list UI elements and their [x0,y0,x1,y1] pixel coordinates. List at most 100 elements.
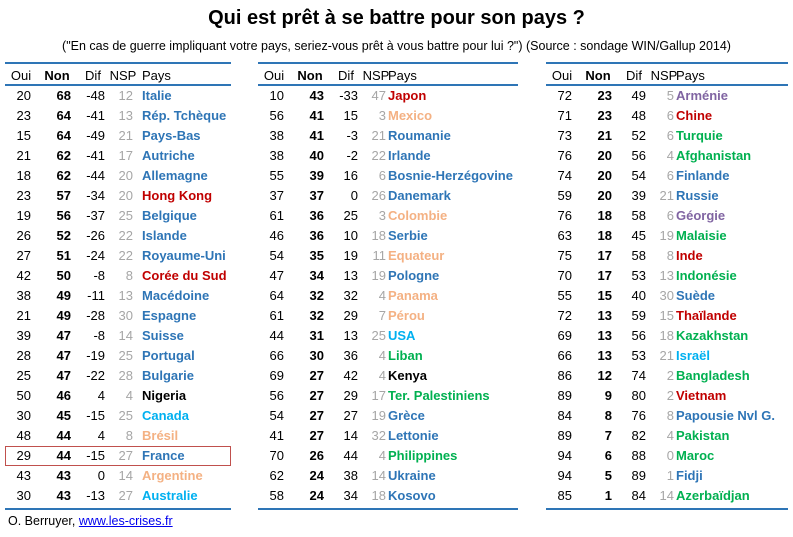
cell-non: 8 [604,408,612,423]
cell-oui: 29 [16,448,31,463]
cell-non: 64 [56,108,71,123]
cell-oui: 70 [269,448,284,463]
cell-nsp: 5 [666,88,674,103]
table-row: 72 23 49 5 Arménie [546,86,788,106]
cell-dif: 53 [631,348,646,363]
table-row: 27 51 -24 22 Royaume-Uni [5,246,231,266]
cell-pays: Géorgie [676,208,726,223]
table-row: 15 64 -49 21 Pays-Bas [5,126,231,146]
table-row: 66 30 36 4 Liban [258,346,518,366]
cell-oui: 20 [16,88,31,103]
cell-pays: Ter. Palestiniens [388,388,490,403]
table-body: 72 23 49 5 Arménie 71 23 48 6 Chine 73 21 52 6 Turquie… [546,86,788,506]
header-non: Non [585,68,611,83]
cell-oui: 69 [269,368,284,383]
cell-oui: 94 [557,448,572,463]
cell-pays: Allemagne [142,168,208,183]
cell-nsp: 13 [118,288,133,303]
cell-pays: Fidji [676,468,703,483]
footer-link[interactable]: www.les-crises.fr [78,514,173,528]
table-row: 28 47 -19 25 Portugal [5,346,231,366]
cell-dif: 49 [631,88,646,103]
cell-oui: 46 [269,228,284,243]
cell-oui: 44 [269,328,284,343]
cell-pays: Equateur [388,248,445,263]
cell-pays: Hong Kong [142,188,213,203]
cell-non: 18 [597,228,612,243]
cell-pays: Israël [676,348,710,363]
cell-dif: 39 [631,188,646,203]
cell-pays: Liban [388,348,423,363]
table-row: 55 39 16 6 Bosnie-Herzégovine [258,166,518,186]
cell-nsp: 6 [378,168,386,183]
cell-pays: Maroc [676,448,715,463]
table-header: Oui Non Dif NSP Pays [5,62,231,86]
cell-pays: Canada [142,408,189,423]
cell-pays: Autriche [142,148,195,163]
cell-nsp: 4 [378,368,386,383]
cell-non: 7 [604,428,612,443]
table-bottom-rule [258,508,518,510]
cell-oui: 41 [269,428,284,443]
cell-dif: -13 [86,488,105,503]
cell-non: 36 [309,208,324,223]
table-row: 26 52 -26 22 Islande [5,226,231,246]
cell-oui: 73 [557,128,572,143]
cell-dif: 56 [631,328,646,343]
cell-nsp: 4 [125,388,133,403]
cell-oui: 26 [16,228,31,243]
cell-pays: Arménie [676,88,729,103]
cell-oui: 69 [557,328,572,343]
cell-pays: Kosovo [388,488,436,503]
table-row: 50 46 4 4 Nigeria [5,386,231,406]
cell-nsp: 17 [371,388,386,403]
cell-dif: -3 [346,128,358,143]
cell-nsp: 4 [378,448,386,463]
cell-oui: 72 [557,308,572,323]
cell-nsp: 6 [666,128,674,143]
cell-dif: -22 [86,368,105,383]
cell-oui: 56 [269,388,284,403]
cell-nsp: 27 [118,488,133,503]
cell-nsp: 21 [659,188,674,203]
cell-oui: 38 [16,288,31,303]
cell-non: 45 [56,408,71,423]
cell-pays: Chine [676,108,713,123]
cell-oui: 89 [557,388,572,403]
cell-dif: 76 [631,408,646,423]
cell-non: 64 [56,128,71,143]
cell-nsp: 20 [118,188,133,203]
cell-non: 20 [597,188,612,203]
cell-dif: 32 [343,288,358,303]
cell-pays: Inde [676,248,703,263]
cell-dif: 38 [343,468,358,483]
cell-dif: 10 [343,228,358,243]
cell-non: 13 [597,348,612,363]
cell-nsp: 11 [372,248,387,263]
cell-dif: 45 [631,228,646,243]
cell-pays: Mexico [388,108,433,123]
cell-pays: Royaume-Uni [142,248,226,263]
cell-pays: Ukraine [388,468,436,483]
table-row: 62 24 38 14 Ukraine [258,466,518,486]
cell-nsp: 3 [378,108,386,123]
cell-pays: Pérou [388,308,425,323]
cell-dif: -44 [86,168,105,183]
cell-dif: 34 [343,488,358,503]
cell-pays: Grèce [388,408,425,423]
cell-dif: -8 [93,268,105,283]
cell-oui: 63 [557,228,572,243]
cell-non: 44 [56,428,71,443]
header-pays: Pays [676,68,705,83]
cell-dif: 84 [631,488,646,503]
cell-dif: 15 [343,108,358,123]
header-non: Non [297,68,323,83]
cell-non: 35 [309,248,324,263]
cell-pays: Panama [388,288,438,303]
cell-nsp: 14 [659,488,674,503]
cell-oui: 76 [557,148,572,163]
cell-oui: 56 [269,108,284,123]
cell-pays: Lettonie [388,428,439,443]
table-row: 21 62 -41 17 Autriche [5,146,231,166]
table-row: 25 47 -22 28 Bulgarie [5,366,231,386]
